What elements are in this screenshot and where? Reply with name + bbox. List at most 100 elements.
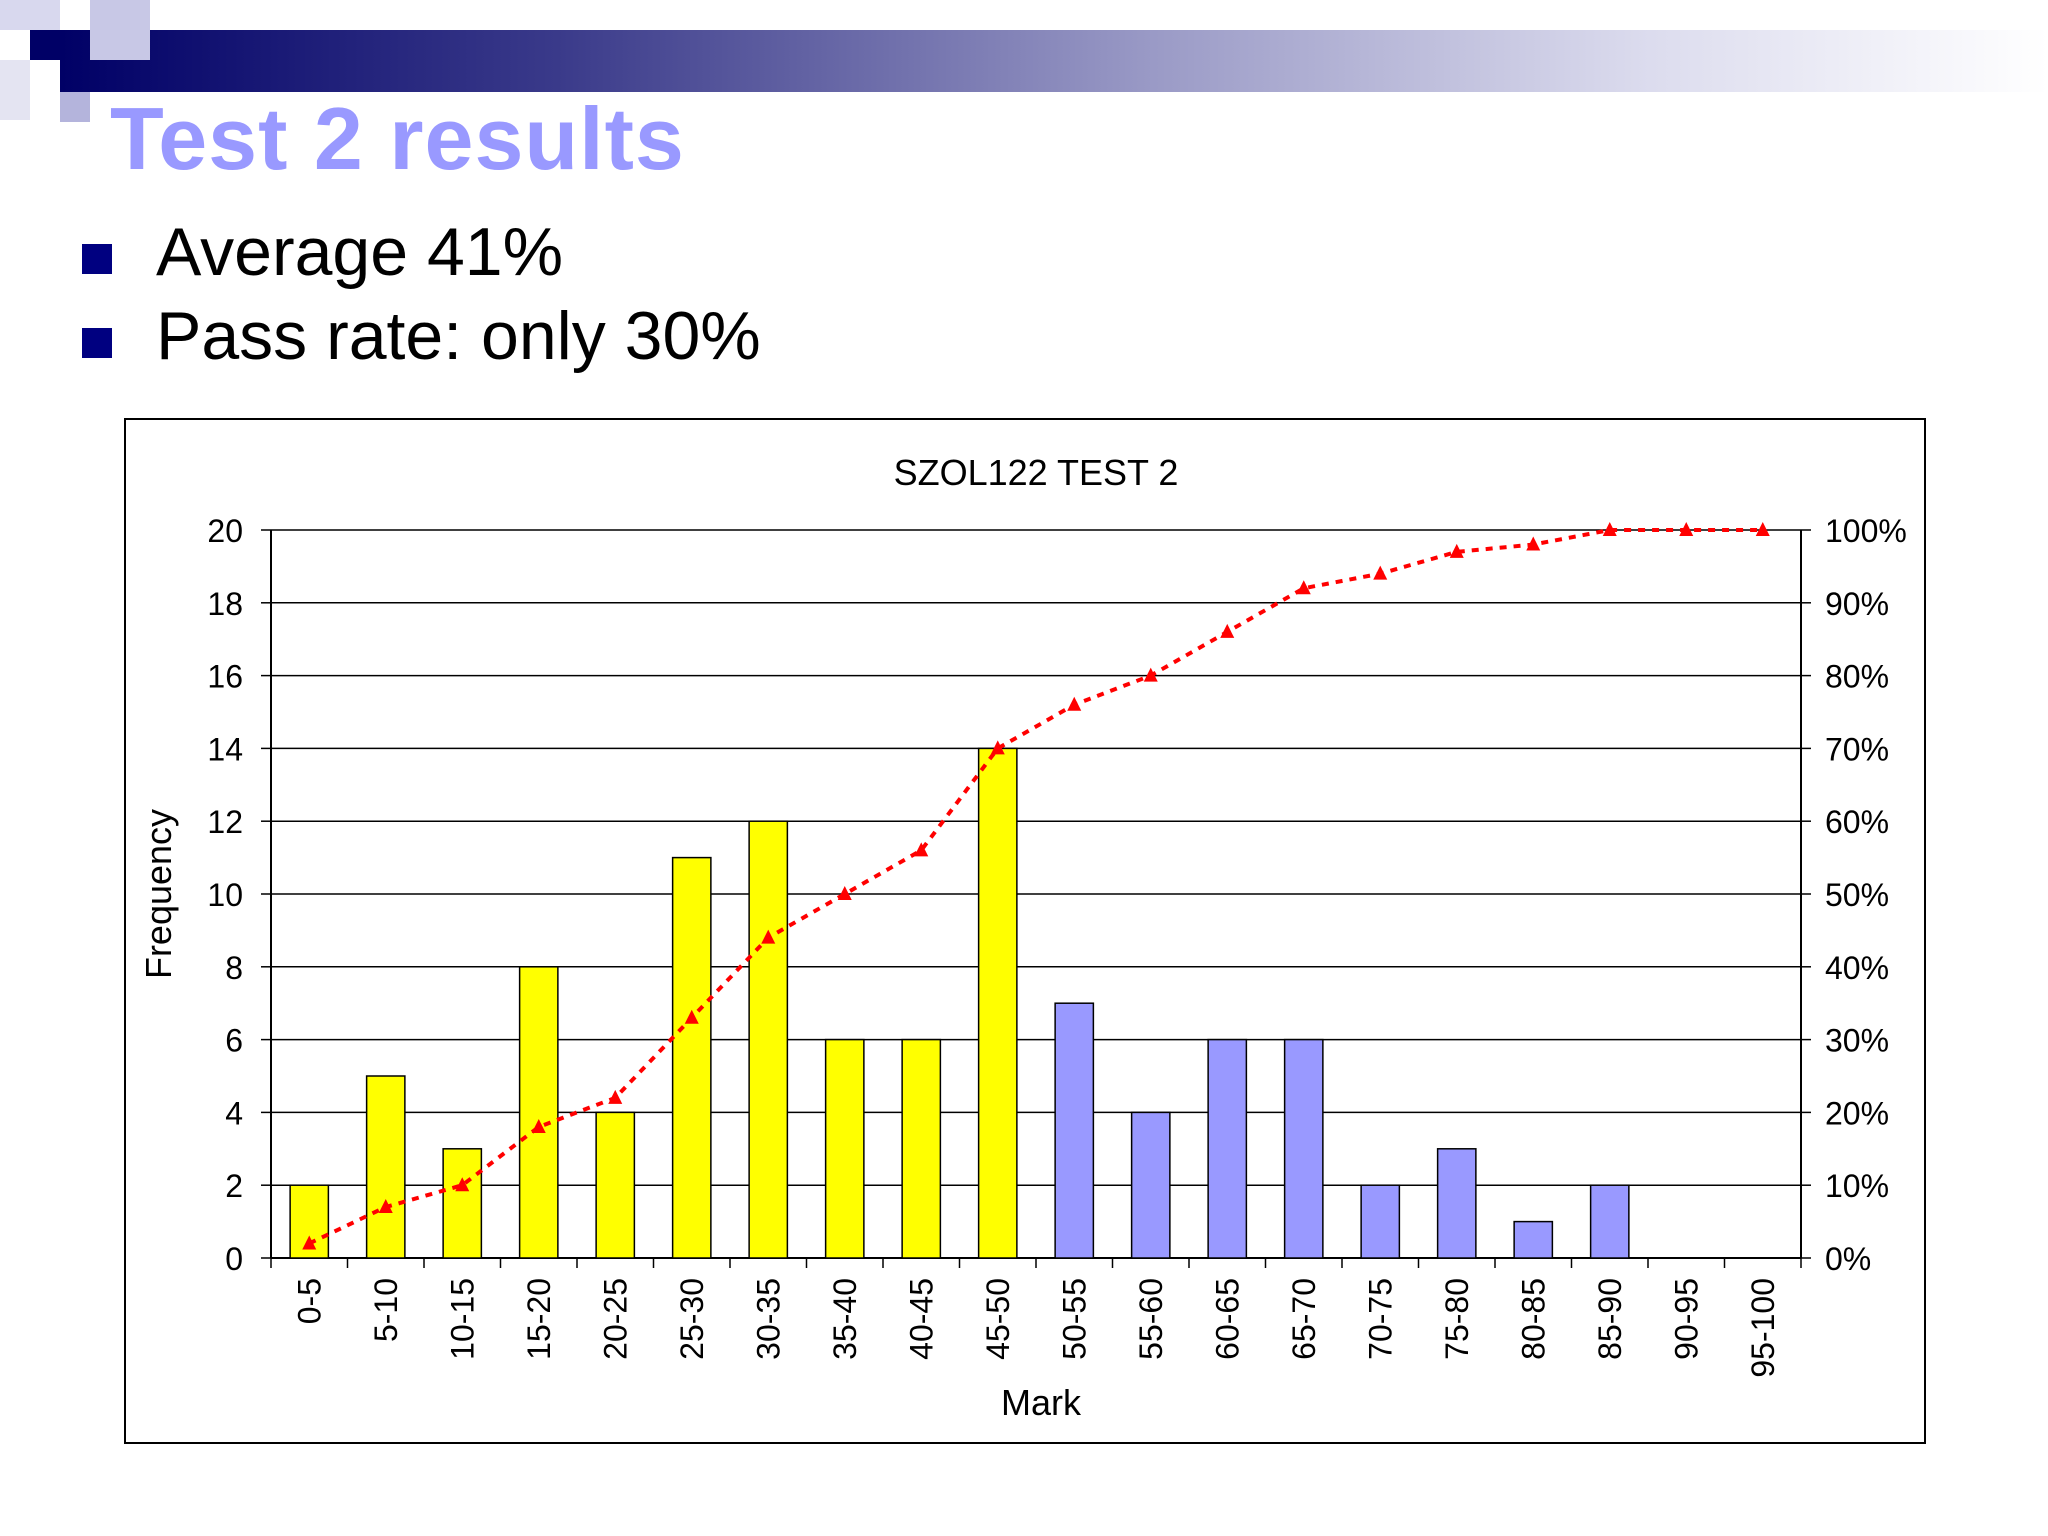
x-tick-label: 60-65 [1209, 1278, 1245, 1360]
y2-tick-label: 70% [1825, 731, 1889, 767]
bar [901, 1038, 942, 1259]
x-tick-label: 50-55 [1056, 1278, 1092, 1360]
slide-title: Test 2 results [110, 89, 685, 188]
bullet-item: Average 41% [80, 210, 761, 294]
y2-tick-label: 80% [1825, 659, 1889, 695]
cumulative-marker [990, 740, 1005, 755]
decor-square [0, 60, 30, 120]
cumulative-marker [1296, 580, 1311, 595]
bar [1436, 1148, 1477, 1259]
decor-square [0, 0, 60, 30]
bar [1589, 1184, 1630, 1259]
x-tick-label: 95-100 [1745, 1278, 1781, 1378]
bullet-text: Pass rate: only 30% [156, 298, 761, 374]
decor-square [90, 0, 150, 60]
cumulative-marker [378, 1199, 393, 1214]
decor-square [30, 30, 60, 60]
cumulative-marker [1449, 543, 1464, 558]
cumulative-marker [531, 1118, 546, 1133]
bullet-square-icon [82, 244, 112, 274]
cumulative-marker [837, 886, 852, 900]
x-tick-label: 35-40 [827, 1278, 863, 1360]
y2-tick-label: 100% [1825, 513, 1907, 549]
y2-tick-label: 50% [1825, 877, 1889, 913]
histogram-chart: SZOL122 TEST 2 0 2 4 6 8 10 12 14 16 18 20 0% 10% 20% 3… [138, 452, 1907, 1423]
x-tick-label: 40-45 [903, 1278, 939, 1360]
x-tick-label: 70-75 [1362, 1278, 1398, 1360]
y-tick-label: 14 [207, 731, 243, 767]
bullet-square-icon [82, 328, 112, 358]
x-tick-label: 80-85 [1515, 1278, 1551, 1360]
y-axis-label: Frequency [138, 809, 179, 979]
cumulative-marker [1220, 623, 1235, 638]
bar [289, 1184, 330, 1259]
y-tick-label: 18 [207, 586, 243, 622]
x-tick-label: 5-10 [368, 1278, 404, 1342]
bar [1360, 1184, 1401, 1259]
bar [748, 820, 789, 1259]
y2-tick-label: 40% [1825, 950, 1889, 986]
x-tick-label: 65-70 [1286, 1278, 1322, 1360]
x-tick-label: 75-80 [1439, 1278, 1475, 1360]
x-tick-label: 90-95 [1668, 1278, 1704, 1360]
chart-frame: SZOL122 TEST 2 0 2 4 6 8 10 12 14 16 18 20 0% 10% 20% 3… [124, 418, 1926, 1444]
x-tick-label: 10-15 [444, 1278, 480, 1360]
bar [595, 1111, 636, 1259]
y2-tick-label: 0% [1825, 1241, 1871, 1277]
cumulative-marker [608, 1089, 623, 1104]
bullet-list: Average 41% Pass rate: only 30% [80, 210, 761, 378]
y-tick-label: 0 [225, 1241, 243, 1277]
y-tick-label: 6 [225, 1023, 243, 1059]
cumulative-marker [455, 1177, 470, 1192]
x-tick-label: 55-60 [1133, 1278, 1169, 1360]
header-gradient-band [60, 30, 2048, 92]
bar [671, 856, 712, 1259]
y-tick-label: 8 [225, 950, 243, 986]
cumulative-marker [1602, 522, 1617, 536]
y2-tick-label: 10% [1825, 1168, 1889, 1204]
bar [1207, 1038, 1248, 1259]
x-tick-label: 20-25 [597, 1278, 633, 1360]
bar [1513, 1220, 1554, 1259]
y-tick-label: 12 [207, 804, 243, 840]
y2-tick-label: 30% [1825, 1023, 1889, 1059]
y-tick-label: 20 [207, 513, 243, 549]
y-tick-label: 4 [225, 1095, 243, 1131]
chart-title: SZOL122 TEST 2 [894, 452, 1179, 493]
cumulative-marker [1143, 667, 1158, 682]
cumulative-marker [302, 1235, 317, 1250]
cumulative-marker [1526, 536, 1541, 551]
bar [1054, 1002, 1095, 1259]
bar [1283, 1038, 1324, 1259]
cumulative-line [308, 528, 1763, 1246]
x-tick-label: 85-90 [1592, 1278, 1628, 1360]
bar [365, 1075, 406, 1259]
cumulative-marker [1373, 565, 1388, 580]
y-tick-label: 16 [207, 659, 243, 695]
x-tick-label: 45-50 [980, 1278, 1016, 1360]
y2-tick-label: 90% [1825, 586, 1889, 622]
y2-tick-label: 20% [1825, 1095, 1889, 1131]
bar [518, 966, 559, 1259]
bar [824, 1038, 865, 1259]
x-tick-label: 30-35 [750, 1278, 786, 1360]
cumulative-marker [914, 842, 929, 857]
x-tick-label: 0-5 [291, 1278, 327, 1324]
decor-square [60, 92, 90, 122]
x-tick-label: 25-30 [674, 1278, 710, 1360]
bar [442, 1148, 483, 1259]
cumulative-marker [1067, 696, 1082, 711]
y-tick-label: 2 [225, 1168, 243, 1204]
cumulative-marker [1755, 522, 1770, 536]
y2-tick-label: 60% [1825, 804, 1889, 840]
x-tick-label: 15-20 [521, 1278, 557, 1360]
bar [1130, 1111, 1171, 1259]
cumulative-marker [1679, 522, 1694, 536]
bar [977, 747, 1018, 1259]
cumulative-marker [684, 1009, 699, 1024]
y-tick-label: 10 [207, 877, 243, 913]
x-axis-label: Mark [1001, 1382, 1082, 1423]
bullet-text: Average 41% [156, 214, 564, 290]
bullet-item: Pass rate: only 30% [80, 294, 761, 378]
cumulative-marker [761, 929, 776, 944]
